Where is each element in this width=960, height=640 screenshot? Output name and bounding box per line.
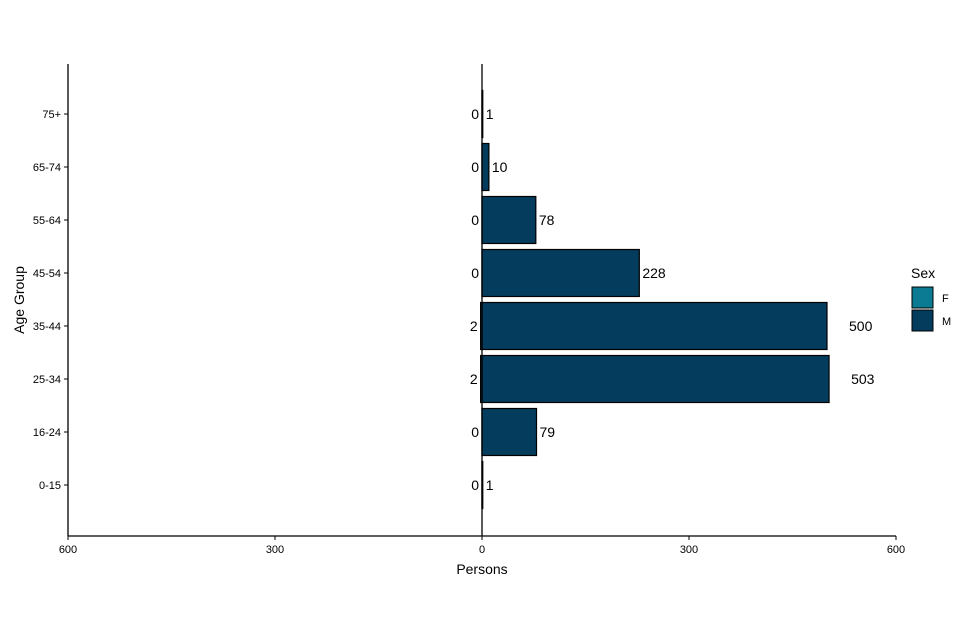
data-label-m-25-34: 503 — [851, 371, 875, 387]
legend: Sex F M — [911, 265, 951, 332]
x-tick-label: 0 — [479, 544, 485, 556]
bar-m-45-54 — [481, 248, 640, 298]
data-label-m-45-54: 228 — [642, 265, 666, 281]
x-tick-label: 300 — [680, 544, 698, 556]
y-tick-label: 45-54 — [33, 268, 61, 280]
x-tick-label: 300 — [266, 544, 284, 556]
bar-m-65-74 — [481, 142, 490, 192]
data-label-f-0-15: 0 — [471, 477, 479, 493]
bar-m-25-34 — [481, 354, 830, 404]
legend-title: Sex — [911, 265, 935, 281]
data-label-f-25-34: 2 — [470, 371, 478, 387]
legend-label-f: F — [942, 293, 949, 305]
data-label-m-65-74: 10 — [492, 159, 508, 175]
x-tick-label: 600 — [887, 544, 905, 556]
data-label-f-35-44: 2 — [470, 318, 478, 334]
x-axis-title: Persons — [456, 561, 507, 577]
data-label-m-16-24: 79 — [540, 424, 556, 440]
data-label-m-35-44: 500 — [849, 318, 873, 334]
bar-m-16-24 — [481, 407, 538, 457]
data-label-m-75+: 1 — [486, 106, 494, 122]
data-label-m-55-64: 78 — [539, 212, 555, 228]
y-tick-label: 35-44 — [33, 321, 61, 333]
y-tick-label: 55-64 — [33, 215, 61, 227]
bar-m-55-64 — [481, 195, 537, 245]
x-tick-label: 600 — [59, 544, 77, 556]
y-axis-ticks: 0-15 16-24 25-34 35-44 45-54 55-64 65-74 75+ — [33, 109, 68, 492]
bar-m-35-44 — [481, 301, 828, 351]
data-label-f-75+: 0 — [471, 106, 479, 122]
y-tick-label: 65-74 — [33, 162, 61, 174]
data-label-f-55-64: 0 — [471, 212, 479, 228]
legend-label-m: M — [942, 316, 951, 328]
legend-swatch-f — [911, 286, 934, 309]
x-axis-ticks: 600 300 0 300 600 — [59, 536, 905, 556]
y-tick-label: 0-15 — [39, 480, 61, 492]
y-axis-title: Age Group — [11, 266, 27, 334]
data-label-f-16-24: 0 — [471, 424, 479, 440]
male-bars — [481, 89, 830, 510]
legend-swatch-m — [911, 309, 934, 332]
data-label-m-0-15: 1 — [486, 477, 494, 493]
data-label-f-65-74: 0 — [471, 159, 479, 175]
data-label-f-45-54: 0 — [471, 265, 479, 281]
y-tick-label: 75+ — [42, 109, 61, 121]
male-data-labels: 1 79 503 500 228 78 10 1 — [486, 106, 875, 493]
female-data-labels: 0 0 2 2 0 0 0 0 — [470, 106, 479, 493]
y-tick-label: 16-24 — [33, 427, 61, 439]
y-tick-label: 25-34 — [33, 374, 61, 386]
